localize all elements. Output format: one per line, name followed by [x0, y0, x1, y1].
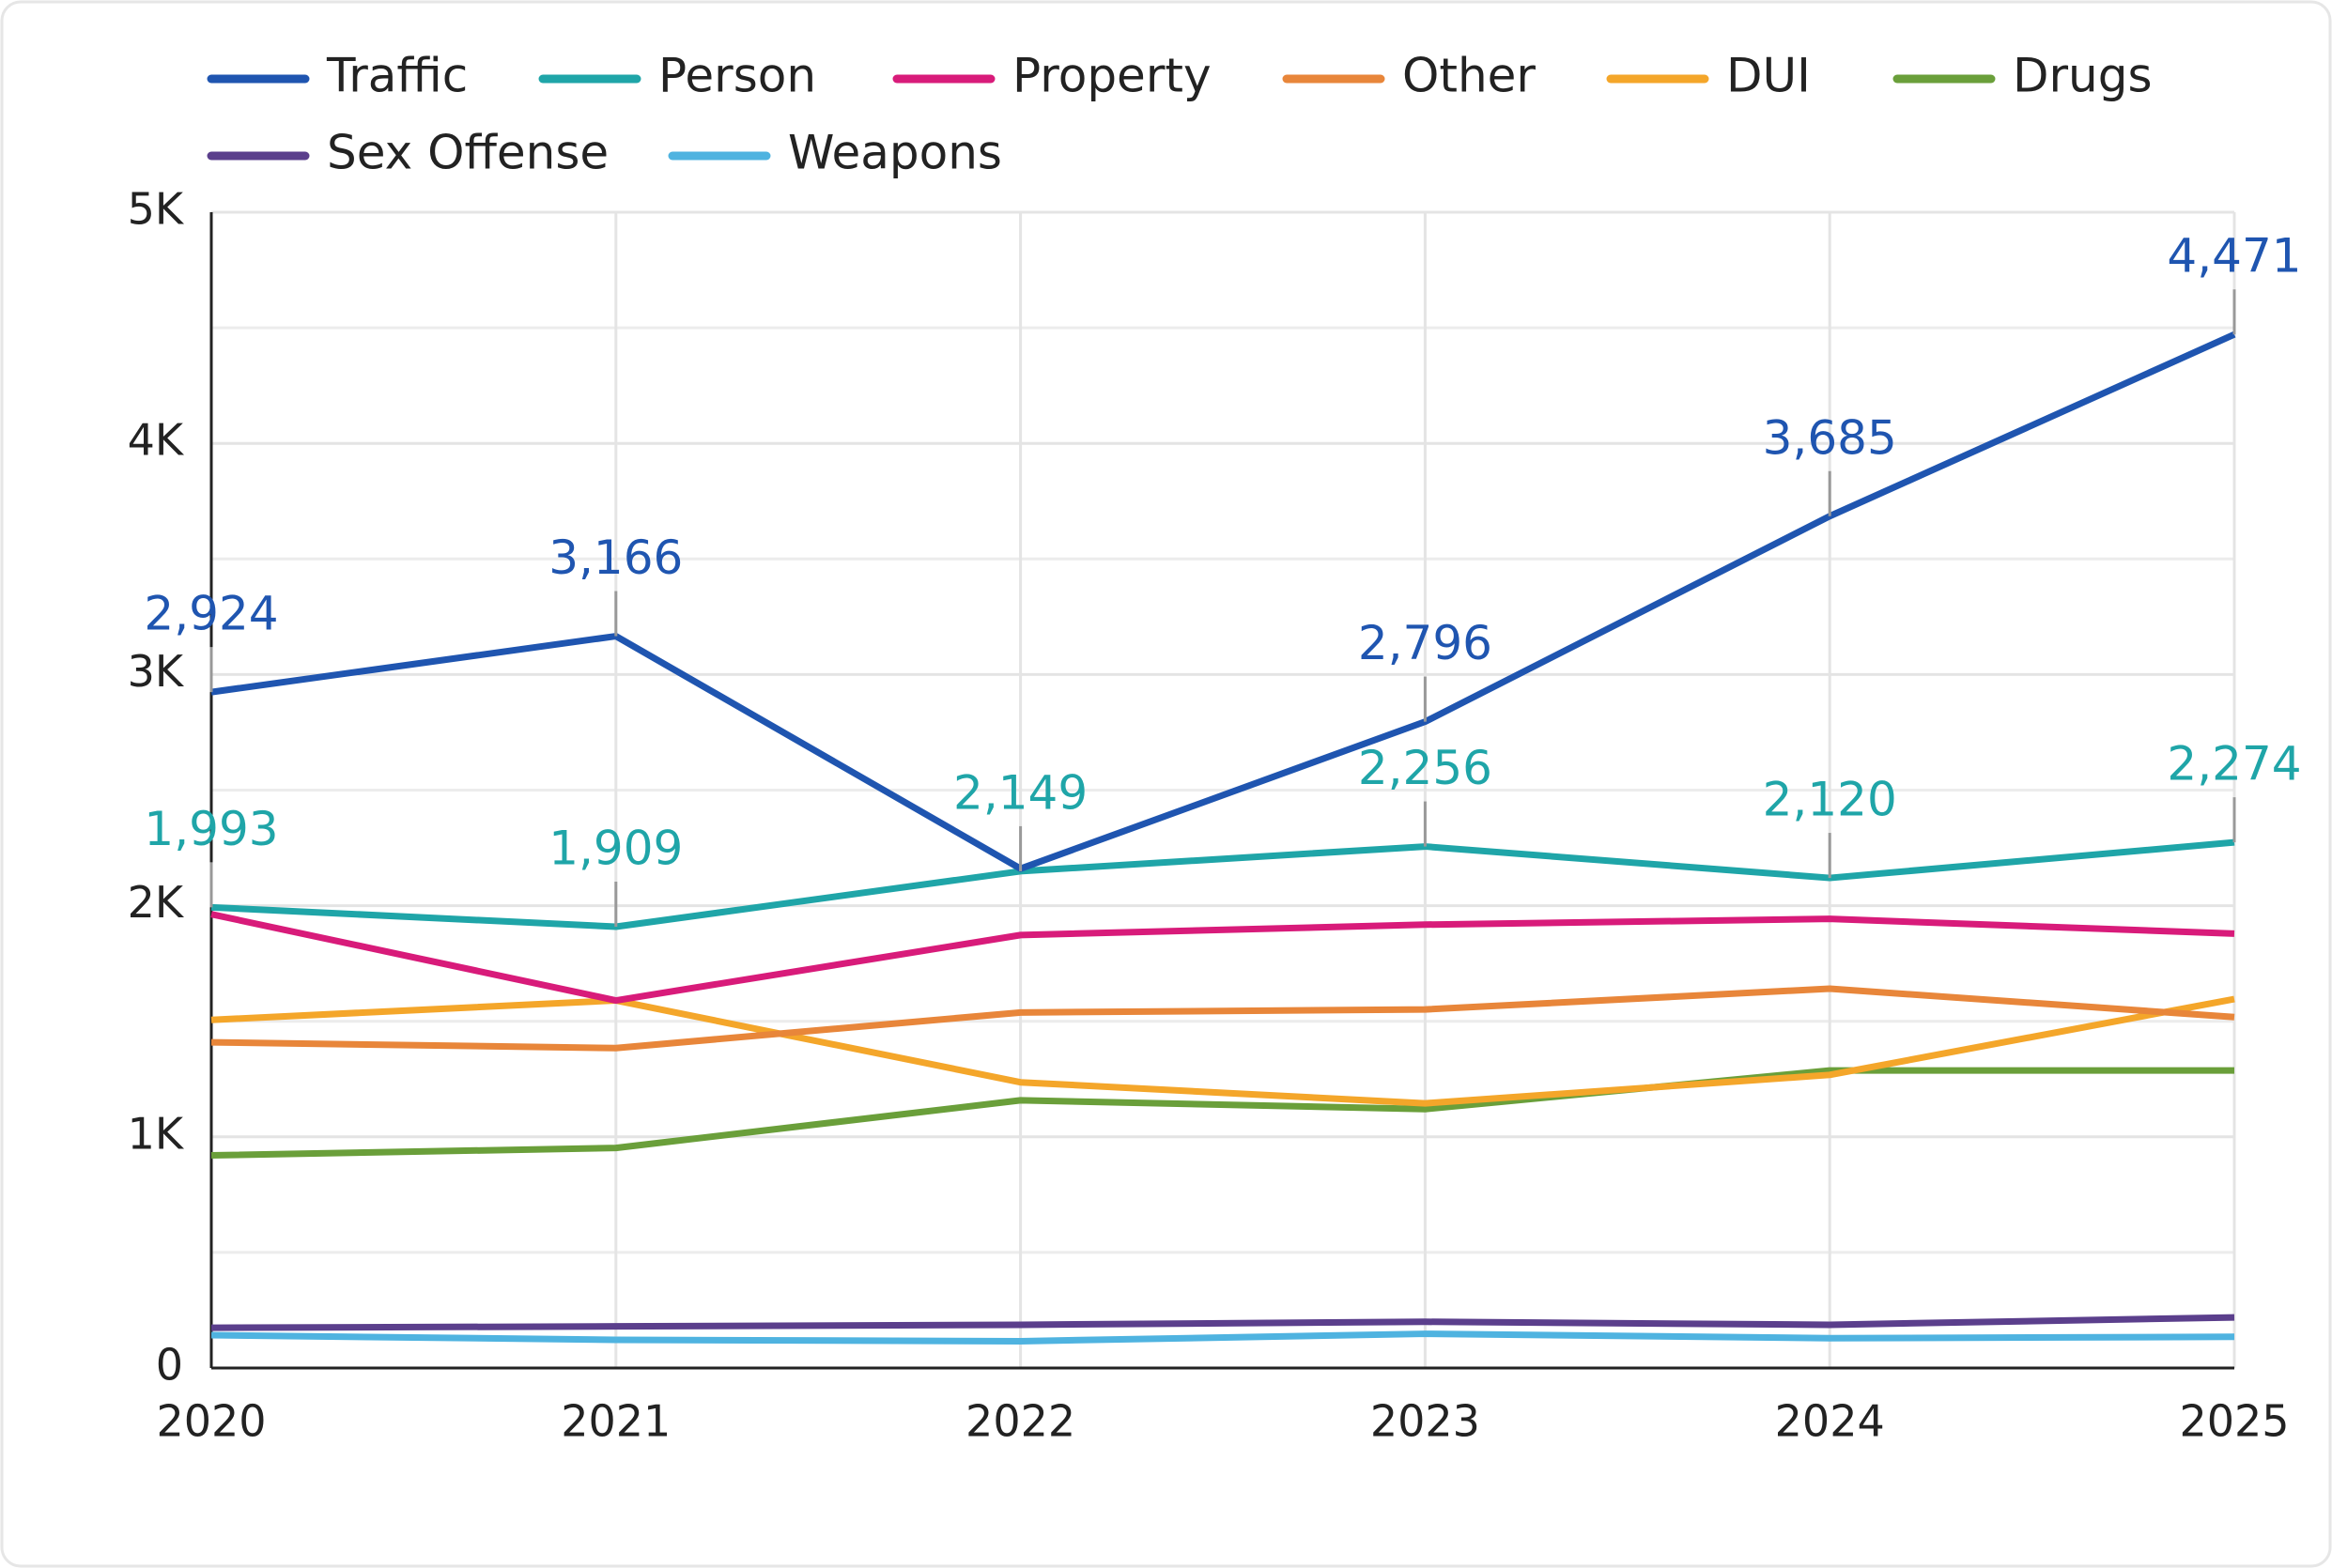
data-label: 2,149 [953, 765, 1088, 820]
x-tick-label: 2022 [965, 1396, 1075, 1447]
y-tick-label: 3K [128, 646, 185, 697]
x-tick-label: 2024 [1775, 1396, 1885, 1447]
legend-label: Drugs [2013, 49, 2153, 103]
series-line [210, 1330, 2235, 1345]
legend-label: DUI [1726, 49, 1811, 103]
x-tick-label: 2021 [561, 1396, 671, 1447]
data-label: 3,685 [1763, 410, 1897, 465]
data-label: 2,274 [2167, 737, 2301, 792]
legend-label: Weapons [788, 126, 1002, 180]
series-line [210, 911, 2235, 1005]
legend-label: Person [658, 49, 816, 103]
series-line [210, 1314, 2235, 1331]
legend-label: Property [1012, 49, 1212, 103]
y-tick-label: 5K [128, 184, 185, 235]
series-line [210, 1067, 2234, 1159]
legend-label: Sex Offense [327, 126, 609, 180]
y-tick-label: 4K [128, 415, 185, 466]
legend-label: Other [1402, 49, 1536, 103]
y-tick-label: 1K [128, 1108, 185, 1159]
x-tick-label: 2020 [156, 1396, 266, 1447]
y-tick-label: 0 [156, 1340, 183, 1391]
data-label: 2,256 [1358, 741, 1492, 795]
data-label: 3,166 [548, 530, 683, 585]
x-tick-label: 2023 [1370, 1396, 1480, 1447]
data-label: 2,120 [1763, 773, 1897, 827]
series-line [210, 995, 2235, 1107]
x-tick-label: 2025 [2179, 1396, 2289, 1447]
data-label: 1,993 [144, 802, 278, 856]
y-tick-label: 2K [128, 877, 185, 928]
data-label: 1,909 [548, 822, 683, 876]
data-label: 2,796 [1358, 616, 1492, 670]
data-label: 2,924 [144, 587, 278, 641]
series-line [210, 985, 2235, 1052]
series-line [210, 331, 2236, 872]
legend-label: Traffic [326, 49, 468, 103]
series-line [210, 838, 2235, 930]
data-label: 4,471 [2167, 229, 2301, 284]
